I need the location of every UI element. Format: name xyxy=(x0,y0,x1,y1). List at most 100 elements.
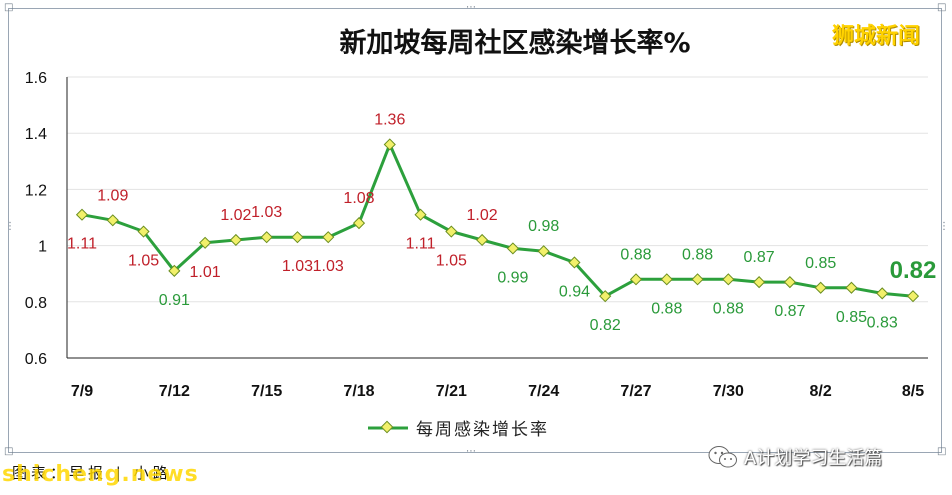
series-line-path xyxy=(81,142,914,298)
data-label: 1.05 xyxy=(128,253,159,270)
resize-handle-bottom-left[interactable]: □ xyxy=(4,446,14,457)
data-label: 0.82 xyxy=(590,317,621,334)
data-marker xyxy=(814,281,827,294)
chart-frame xyxy=(8,8,942,453)
data-label: 0.85 xyxy=(805,255,836,272)
data-label: 0.88 xyxy=(620,246,651,263)
y-tick-label: 0.6 xyxy=(25,351,47,368)
x-tick-label: 7/9 xyxy=(71,383,93,400)
x-tick-label: 7/30 xyxy=(713,383,744,400)
data-label: 0.94 xyxy=(559,283,590,300)
data-marker xyxy=(599,290,612,303)
data-label: 0.98 xyxy=(528,218,559,235)
data-label: 1.03 xyxy=(282,258,313,275)
data-marker xyxy=(291,231,304,244)
data-marker xyxy=(691,273,704,286)
axes xyxy=(66,77,928,359)
data-marker xyxy=(168,264,181,277)
data-marker xyxy=(137,225,150,238)
data-marker xyxy=(322,231,335,244)
data-marker xyxy=(199,236,212,249)
x-tick-label: 8/2 xyxy=(810,383,832,400)
data-label: 0.88 xyxy=(682,246,713,263)
y-tick-label: 0.8 xyxy=(25,295,47,312)
resize-handle-bottom-right[interactable]: □ xyxy=(937,446,947,457)
data-markers xyxy=(75,138,920,303)
chart-title: 新加坡每周社区感染增长率% xyxy=(339,27,690,59)
resize-handle-top-left[interactable]: □ xyxy=(4,2,14,13)
data-label: 1.05 xyxy=(436,253,467,270)
x-tick-labels: 7/9 7/12 7/15 7/18 7/21 7/24 7/27 7/30 8/2 8/5 xyxy=(71,383,924,400)
data-marker xyxy=(352,217,366,230)
data-label: 1.02 xyxy=(467,207,498,224)
data-marker xyxy=(753,276,766,289)
data-marker xyxy=(537,245,550,258)
data-label: 1.01 xyxy=(190,264,221,281)
data-label: 1.03 xyxy=(251,204,282,221)
y-tick-label: 1 xyxy=(38,239,47,256)
data-label: 0.85 xyxy=(836,309,867,326)
data-label: 0.88 xyxy=(713,300,744,317)
resize-handle-top[interactable]: ⋯ xyxy=(466,2,476,13)
data-labels: 1.111.091.050.911.011.02 1.031.03 1.031.08… xyxy=(67,111,936,334)
y-tick-label: 1.4 xyxy=(25,126,47,143)
resize-handle-left[interactable]: ⋮ xyxy=(5,221,15,232)
data-marker xyxy=(506,242,519,255)
y-tick-label: 1.6 xyxy=(25,70,47,87)
data-marker xyxy=(445,225,458,238)
resize-handle-right[interactable]: ⋮ xyxy=(939,221,949,232)
data-label: 0.91 xyxy=(159,292,190,309)
data-marker xyxy=(260,231,273,244)
chart-caption: 图表：早报 | 小路 xyxy=(12,464,172,482)
data-marker xyxy=(783,276,796,289)
data-label: 1.08 xyxy=(343,190,374,207)
data-marker xyxy=(75,208,89,221)
data-marker xyxy=(106,214,119,227)
series-line xyxy=(81,142,914,298)
data-label: 1.02 xyxy=(220,207,251,224)
resize-handle-bottom[interactable]: ⋯ xyxy=(466,446,476,457)
data-label: 0.88 xyxy=(651,300,682,317)
data-marker xyxy=(660,273,673,286)
y-tick-labels: 0.6 0.8 1 1.2 1.4 1.6 xyxy=(25,70,47,368)
x-tick-label: 7/12 xyxy=(159,383,190,400)
x-tick-label: 7/24 xyxy=(528,383,559,400)
data-label: 1.11 xyxy=(406,236,436,253)
data-marker xyxy=(414,208,427,221)
account-label: A计划学习生活篇 xyxy=(744,448,883,469)
resize-handle-top-right[interactable]: □ xyxy=(937,2,947,13)
legend-marker-swatch xyxy=(380,420,394,434)
data-marker xyxy=(476,233,489,247)
x-tick-label: 7/15 xyxy=(251,383,282,400)
data-label: 0.82 xyxy=(890,257,937,284)
brand-watermark: 狮城新闻 xyxy=(832,24,921,49)
wechat-icon xyxy=(708,446,737,468)
x-tick-label: 8/5 xyxy=(902,383,924,400)
data-marker xyxy=(845,281,858,294)
data-marker xyxy=(906,290,920,303)
data-label: 1.09 xyxy=(97,187,128,204)
data-label: 1.03 xyxy=(313,258,344,275)
y-tick-label: 1.2 xyxy=(25,182,47,199)
x-tick-label: 7/27 xyxy=(620,383,651,400)
data-label: 1.36 xyxy=(374,111,405,128)
data-label: 0.83 xyxy=(867,314,898,331)
legend: 每周感染增长率 xyxy=(368,420,549,440)
data-marker xyxy=(629,273,643,286)
account-badge: A计划学习生活篇 xyxy=(708,444,882,470)
data-label: 0.87 xyxy=(774,303,805,320)
gridlines xyxy=(67,76,928,359)
data-label: 0.99 xyxy=(497,269,528,286)
legend-label: 每周感染增长率 xyxy=(416,420,549,440)
data-label: 1.11 xyxy=(67,236,97,253)
data-marker xyxy=(229,233,242,247)
data-marker xyxy=(722,273,735,286)
data-marker xyxy=(568,256,581,269)
data-label: 0.87 xyxy=(744,249,775,266)
data-marker xyxy=(876,287,889,300)
x-tick-label: 7/21 xyxy=(436,383,467,400)
data-marker xyxy=(383,138,396,151)
source-watermark: shicheng.news xyxy=(2,462,199,487)
x-tick-label: 7/18 xyxy=(343,383,374,400)
